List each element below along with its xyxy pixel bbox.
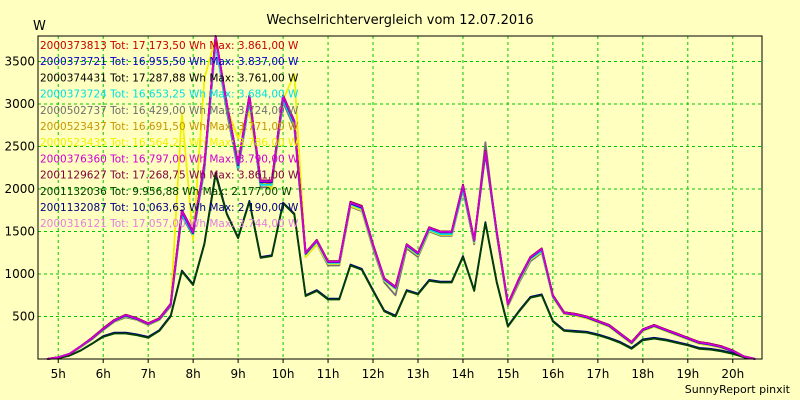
legend-entry-2001132036: 2001132036 Tot: 9.956,88 Wh Max: 2.177,0… [40, 186, 292, 198]
x-tick-label: 18h [631, 367, 654, 381]
series-line-2000376360 [46, 36, 756, 360]
legend-entry-2000374431: 2000374431 Tot: 17.287,88 Wh Max: 3.761,… [40, 72, 299, 84]
x-tick-label: 15h [496, 367, 519, 381]
chart-title: Wechselrichtervergleich vom 12.07.2016 [266, 13, 533, 28]
y-axis-ticks: 500 1000 1500 2000 2500 3000 3500 [4, 55, 35, 324]
x-tick-label: 8h [186, 367, 201, 381]
x-tick-label: 6h [96, 367, 111, 381]
y-tick-label: 1500 [4, 225, 35, 239]
footer-credit: SunnyReport pinxit [685, 383, 791, 396]
y-tick-label: 2000 [4, 182, 35, 196]
legend-entry-2000523437: 2000523437 Tot: 16.691,50 Wh Max: 3.771,… [40, 121, 299, 133]
legend-entry-2000316121: 2000316121 Tot: 17.057,00 Wh Max: 3.744,… [40, 218, 299, 230]
series-lines [46, 35, 756, 360]
x-tick-label: 5h [51, 367, 66, 381]
x-tick-label: 11h [317, 367, 340, 381]
x-tick-label: 20h [721, 367, 744, 381]
y-tick-label: 3500 [4, 55, 35, 69]
legend-entry-2000373721: 2000373721 Tot: 16.955,50 Wh Max: 3.837,… [40, 56, 299, 68]
x-tick-label: 7h [141, 367, 156, 381]
x-tick-label: 10h [272, 367, 295, 381]
legend-entry-2000376360: 2000376360 Tot: 16.797,00 Wh Max: 3.790,… [40, 153, 299, 165]
x-tick-label: 19h [676, 367, 699, 381]
x-tick-label: 12h [362, 367, 385, 381]
y-tick-label: 1000 [4, 267, 35, 281]
legend-entry-2001132087: 2001132087 Tot: 10.063,63 Wh Max: 2.190,… [40, 202, 299, 214]
x-tick-label: 9h [230, 367, 245, 381]
x-tick-label: 13h [407, 367, 430, 381]
legend-entry-2000373724: 2000373724 Tot: 16.653,25 Wh Max: 3.684,… [40, 89, 299, 101]
legend-entry-2000523435: 2000523435 Tot: 16.564,25 Wh Max: 3.786,… [40, 137, 299, 149]
x-tick-label: 14h [452, 367, 475, 381]
x-axis-ticks: 5h 6h 7h 8h 9h 10h 11h 12h 13h 14h 15h 16h 17h 18h 19h… [51, 359, 744, 381]
y-tick-label: 3000 [4, 97, 35, 111]
x-tick-label: 16h [541, 367, 564, 381]
series-line-2000374431 [46, 38, 756, 360]
x-tick-label: 17h [586, 367, 609, 381]
series-line-2000523437 [46, 37, 756, 360]
series-line-2001132036 [46, 173, 756, 360]
legend-entry-2000373813: 2000373813 Tot: 17.173,50 Wh Max: 3.861,… [40, 40, 299, 52]
series-line-2000523435 [46, 36, 756, 360]
plot-frame [37, 35, 763, 360]
y-tick-label: 500 [12, 310, 35, 324]
y-tick-label: 2500 [4, 140, 35, 154]
legend-entry-2001129627: 2001129627 Tot: 17.268,75 Wh Max: 3.861,… [40, 170, 299, 182]
legend-entry-2000502737: 2000502737 Tot: 16.429,00 Wh Max: 3.724,… [40, 105, 299, 117]
legend: 2000373813 Tot: 17.173,50 Wh Max: 3.861,… [40, 40, 299, 230]
y-axis-unit: W [33, 19, 46, 34]
